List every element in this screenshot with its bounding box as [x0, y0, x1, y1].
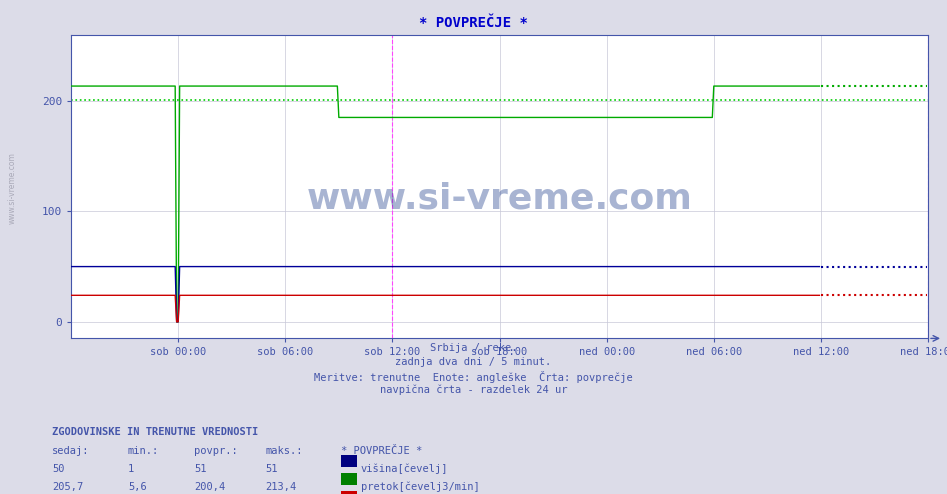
- Text: navpična črta - razdelek 24 ur: navpična črta - razdelek 24 ur: [380, 385, 567, 395]
- Text: 51: 51: [265, 464, 277, 474]
- Text: 200,4: 200,4: [194, 482, 225, 492]
- Text: 5,6: 5,6: [128, 482, 147, 492]
- Text: povpr.:: povpr.:: [194, 446, 238, 456]
- Text: višina[čevelj]: višina[čevelj]: [361, 464, 448, 474]
- Text: 1: 1: [128, 464, 134, 474]
- Text: www.si-vreme.com: www.si-vreme.com: [8, 152, 17, 224]
- Text: 213,4: 213,4: [265, 482, 296, 492]
- Text: * POVPREČJE *: * POVPREČJE *: [341, 446, 422, 456]
- Text: Meritve: trenutne  Enote: angleške  Črta: povprečje: Meritve: trenutne Enote: angleške Črta: …: [314, 371, 633, 383]
- Text: min.:: min.:: [128, 446, 159, 456]
- Text: maks.:: maks.:: [265, 446, 303, 456]
- Text: pretok[čevelj3/min]: pretok[čevelj3/min]: [361, 482, 479, 492]
- Text: sedaj:: sedaj:: [52, 446, 90, 456]
- Text: Srbija / reke.: Srbija / reke.: [430, 343, 517, 353]
- Text: ZGODOVINSKE IN TRENUTNE VREDNOSTI: ZGODOVINSKE IN TRENUTNE VREDNOSTI: [52, 427, 259, 437]
- Text: 205,7: 205,7: [52, 482, 83, 492]
- Text: www.si-vreme.com: www.si-vreme.com: [307, 182, 692, 216]
- Text: 50: 50: [52, 464, 64, 474]
- Text: * POVPREČJE *: * POVPREČJE *: [420, 16, 527, 30]
- Text: 51: 51: [194, 464, 206, 474]
- Text: zadnja dva dni / 5 minut.: zadnja dva dni / 5 minut.: [396, 357, 551, 367]
